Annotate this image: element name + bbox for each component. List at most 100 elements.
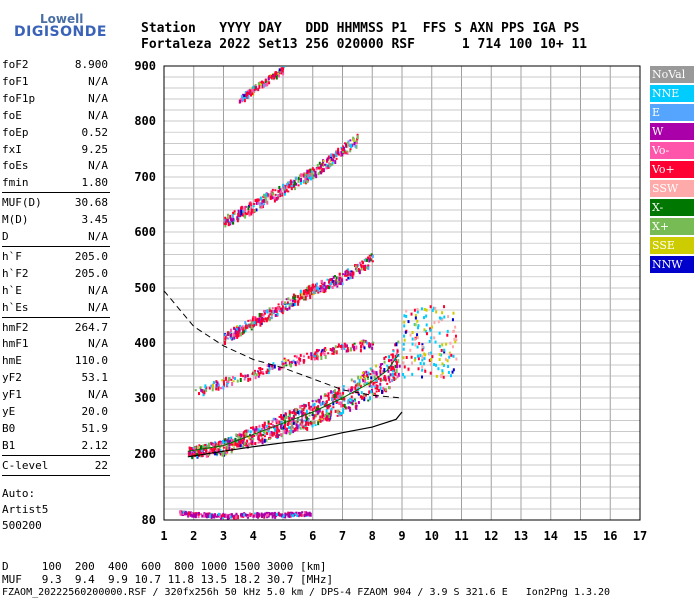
echo-point — [284, 361, 287, 365]
echo-point — [364, 264, 367, 268]
param-name: foEp — [2, 125, 29, 139]
echo-point — [225, 513, 228, 518]
echo-point — [359, 375, 362, 379]
echo-point — [421, 344, 424, 348]
echo-point — [322, 168, 325, 173]
echo-point — [221, 439, 224, 444]
echo-point — [228, 440, 231, 445]
echo-point — [363, 397, 366, 402]
echo-point — [221, 379, 224, 382]
echo-point — [230, 438, 233, 442]
echo-point — [211, 387, 214, 392]
echo-point — [388, 385, 391, 389]
echo-point — [317, 172, 320, 176]
echo-point — [271, 307, 274, 310]
echo-point — [285, 188, 288, 192]
echo-point — [227, 337, 230, 340]
echo-point — [282, 514, 285, 518]
echo-point — [257, 201, 260, 205]
echo-point — [205, 389, 208, 393]
echo-point — [278, 513, 281, 516]
echo-point — [331, 162, 334, 166]
param-name: yE — [2, 405, 16, 418]
echo-point — [197, 513, 200, 516]
echo-point — [345, 406, 348, 410]
echo-point — [232, 380, 235, 383]
echo-point — [198, 392, 201, 396]
echo-point — [198, 454, 201, 457]
echo-point — [372, 381, 375, 385]
echo-point — [359, 395, 362, 399]
echo-point — [403, 324, 406, 328]
echo-point — [189, 453, 192, 456]
echo-point — [294, 187, 297, 191]
echo-point — [395, 364, 398, 369]
echo-point — [258, 317, 261, 321]
echo-point — [242, 93, 245, 96]
echo-point — [344, 271, 347, 276]
echo-point — [291, 514, 294, 518]
echo-point — [337, 387, 340, 392]
echo-point — [403, 338, 406, 342]
echo-point — [188, 513, 191, 517]
echo-point — [417, 326, 420, 330]
echo-point — [288, 184, 291, 188]
echo-point — [261, 437, 264, 441]
echo-point — [211, 514, 214, 518]
echo-point — [260, 80, 263, 84]
echo-point — [335, 396, 338, 399]
echo-point — [285, 427, 288, 432]
echo-point — [336, 414, 339, 417]
echo-point — [279, 424, 282, 429]
echo-point — [235, 440, 238, 445]
echo-point — [331, 286, 334, 290]
echo-point — [334, 281, 337, 286]
echo-point — [269, 195, 272, 200]
echo-point — [269, 193, 272, 196]
echo-point — [429, 328, 432, 332]
echo-point — [275, 421, 278, 425]
echo-point — [314, 174, 317, 177]
echo-point — [325, 412, 328, 416]
echo-point — [236, 327, 239, 331]
echo-point — [317, 291, 320, 294]
panel-separator — [2, 474, 110, 476]
echo-point — [341, 278, 344, 283]
echo-point — [262, 372, 265, 375]
echo-point — [251, 91, 254, 95]
echo-point — [251, 317, 254, 322]
echo-point — [250, 211, 253, 216]
echo-point — [248, 212, 251, 217]
echo-point — [420, 307, 423, 311]
echo-point — [248, 436, 251, 440]
echo-point — [231, 381, 234, 386]
echo-point — [372, 370, 375, 374]
echo-point — [300, 421, 303, 425]
echo-point — [368, 258, 371, 263]
echo-point — [288, 432, 291, 436]
echo-point — [280, 366, 283, 370]
echo-point — [205, 443, 208, 447]
echo-point — [347, 349, 350, 353]
echo-point — [350, 378, 353, 382]
param-value: 2.12 — [81, 438, 109, 452]
echo-point — [285, 513, 288, 516]
echo-point — [340, 347, 343, 350]
footer-distance-line: D 100 200 400 600 800 1000 1500 3000 [km… — [2, 560, 327, 573]
echo-point — [226, 382, 229, 387]
echo-point — [416, 336, 419, 340]
echo-point — [360, 265, 363, 269]
echo-point — [350, 401, 353, 404]
echo-point — [307, 285, 310, 289]
echo-point — [249, 377, 252, 381]
echo-point — [328, 279, 331, 283]
echo-point — [424, 329, 427, 333]
param-name: hmE — [2, 354, 22, 368]
echo-point — [271, 366, 274, 371]
echo-point — [346, 406, 349, 409]
echo-point — [346, 268, 349, 272]
echo-point — [249, 325, 252, 329]
echo-point — [297, 184, 300, 187]
logo-lowell: Lowell — [40, 12, 84, 26]
echo-point — [413, 358, 416, 362]
